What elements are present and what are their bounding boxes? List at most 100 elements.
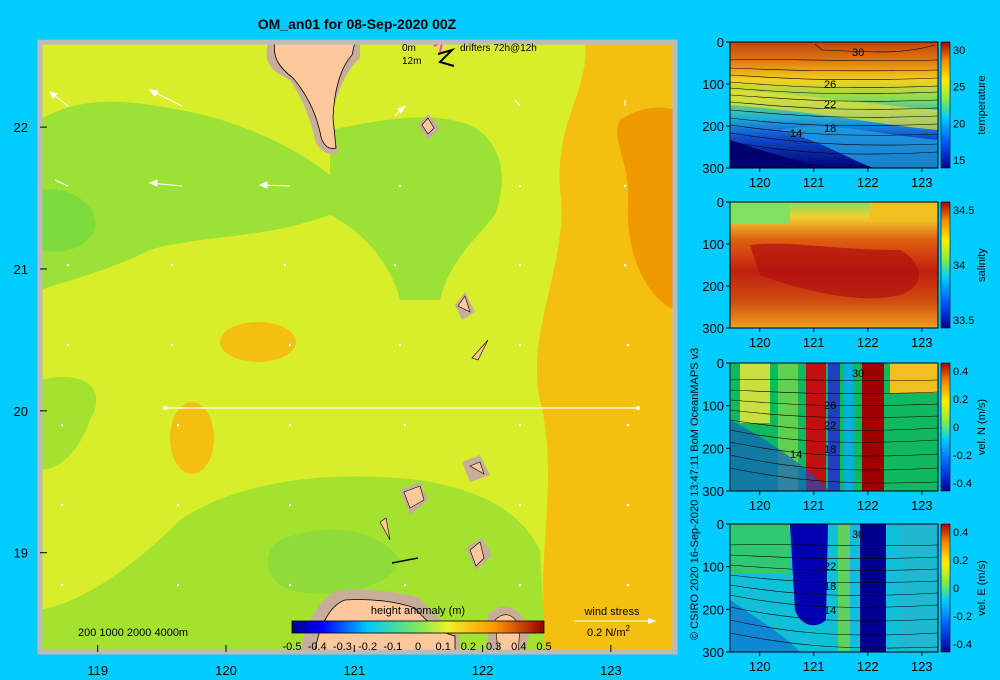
lon-tick-label: 120: [749, 498, 771, 513]
vel_n-colorbar: [940, 362, 951, 492]
colorbar-tick-label: -0.1: [383, 641, 402, 653]
lon-tick-label: 120: [749, 335, 771, 350]
wind-dots: [60, 184, 630, 587]
colorbar-tick-label: 0.5: [536, 641, 551, 653]
map-x-tick-label: 120: [215, 663, 237, 678]
height-anomaly-colorbar: height anomaly (m) -0.5 -0.4 -0.3 -0.2 -0.1 0…: [283, 605, 552, 653]
map-x-tick-label: 122: [472, 663, 494, 678]
colorbar-tick-label: 0.4: [511, 641, 526, 653]
lon-tick-label: 122: [857, 659, 879, 674]
salinity-axes: 0 100 200 300 120 121 122 123 34.5 34 33.5 salinity: [702, 195, 988, 350]
colorbar-tick-label: 0.1: [436, 641, 451, 653]
vel-e-panel: [729, 524, 939, 652]
lon-tick-label: 120: [749, 659, 771, 674]
drifters-label: drifters 72h@12h: [460, 43, 537, 54]
temperature-axes: 0 100 200 300 120 121 122 123 30 25 20 15 temperatur…: [702, 35, 988, 190]
colorbar-tick-label: -0.5: [283, 641, 302, 653]
colorbar-tick-label: -0.3: [333, 641, 352, 653]
wind-stress-scale: 0.2 N/m2: [587, 624, 631, 639]
vel_n-cb-tick: 0: [953, 422, 959, 434]
map-y-tick-label: 20: [14, 404, 28, 419]
salinity-frame: [729, 201, 939, 329]
temperature-cb-tick: 20: [953, 118, 965, 130]
depth-tick-label: 300: [702, 484, 724, 499]
colorbar-tick-label: -0.4: [308, 641, 327, 653]
map-y-axis: 22 21 20 19: [14, 120, 47, 561]
depth-tick-label: 0: [717, 517, 724, 532]
temperature-cb-tick: 25: [953, 82, 965, 94]
temperature-colorbar: [940, 41, 951, 169]
vel_n-contour-label: 26: [824, 400, 836, 412]
vel_n-contour-label: 18: [824, 444, 836, 456]
drifter-track-12m: [437, 47, 456, 67]
depth-tick-label: 100: [702, 237, 724, 252]
salinity-cb-label: salinity: [976, 248, 988, 282]
map-x-axis: 119 120 121 122 123: [87, 645, 622, 678]
temperature-contour-label: 30: [852, 47, 864, 59]
map-panel: OM_an01 for 08-Sep-2020 00Z 0m 12m drift…: [14, 16, 678, 678]
vel_n-frame: [729, 362, 939, 492]
map-frame: [37, 39, 678, 655]
map-x-tick-label: 121: [343, 663, 365, 678]
map-title: OM_an01 for 08-Sep-2020 00Z: [258, 16, 457, 32]
credit-text: © CSIRO 2020 16-Sep-2020 13:47:11 BoM Oc…: [689, 348, 701, 640]
temperature-frame: [729, 41, 939, 169]
vel_e-cb-label: vel. E (m/s): [976, 560, 988, 616]
vel-e-contours: [729, 544, 939, 649]
depth-12-label: 12m: [402, 56, 421, 67]
lon-tick-label: 121: [803, 335, 825, 350]
colorbar-tick-label: 0.2: [461, 641, 476, 653]
colorbar-ramp: [291, 620, 545, 634]
section-panels: [729, 42, 939, 652]
depth-tick-label: 200: [702, 602, 724, 617]
depth-0-label: 0m: [402, 43, 416, 54]
depth-tick-label: 300: [702, 321, 724, 336]
lon-tick-label: 123: [911, 175, 933, 190]
lon-tick-label: 121: [803, 175, 825, 190]
drifter-track: [433, 42, 444, 53]
temperature-contours: [729, 43, 939, 155]
vel-n-contours: [729, 379, 939, 484]
vel_n-contour-label: 14: [790, 449, 802, 461]
map-y-tick-label: 19: [14, 546, 28, 561]
map-field: [40, 42, 675, 652]
depth-tick-label: 100: [702, 399, 724, 414]
temperature-cb-tick: 30: [953, 45, 965, 57]
depth-tick-label: 300: [702, 161, 724, 176]
vel_e-cb-tick: 0: [953, 583, 959, 595]
depth-tick-label: 0: [717, 356, 724, 371]
salinity-colorbar: [940, 201, 951, 329]
map-y-tick-label: 22: [14, 120, 28, 135]
colorbar-tick-label: 0: [415, 641, 421, 653]
lon-tick-label: 123: [911, 659, 933, 674]
lon-tick-label: 122: [857, 498, 879, 513]
colorbar-tick-label: 0.3: [486, 641, 501, 653]
depth-tick-label: 200: [702, 441, 724, 456]
temperature-contour-label: 22: [824, 99, 836, 111]
depth-tick-label: 0: [717, 195, 724, 210]
vel_e-cb-tick: -0.4: [953, 639, 972, 651]
vel_n-cb-label: vel. N (m/s): [976, 399, 988, 455]
map-x-tick-label: 119: [87, 663, 108, 678]
temperature-panel: [729, 42, 939, 168]
temperature-contour-label: 26: [824, 79, 836, 91]
wind-stress-title: wind stress: [583, 606, 640, 618]
vel_e-cb-tick: -0.2: [953, 611, 972, 623]
depth-tick-label: 300: [702, 645, 724, 660]
depth-tick-label: 200: [702, 279, 724, 294]
vel_n-cb-tick: -0.2: [953, 450, 972, 462]
vel_e-cb-tick: 0.4: [953, 527, 968, 539]
depth-tick-label: 0: [717, 35, 724, 50]
vel_n-axes: 0 100 200 300 120 121 122 123 0.4 0.2 0 -0.2 -0.4 vel…: [702, 356, 988, 513]
vel_n-contour-label: 30: [852, 368, 864, 380]
colorbar-title: height anomaly (m): [371, 605, 465, 617]
salinity-cb-tick: 33.5: [953, 315, 974, 327]
vel_n-cb-tick: 0.4: [953, 366, 968, 378]
temperature-contour-label: 18: [824, 123, 836, 135]
vel_e-contour-label: 14: [824, 605, 836, 617]
temperature-contour-label: 14: [790, 128, 802, 140]
lon-tick-label: 123: [911, 335, 933, 350]
colorbar-tick-label: -0.2: [358, 641, 377, 653]
